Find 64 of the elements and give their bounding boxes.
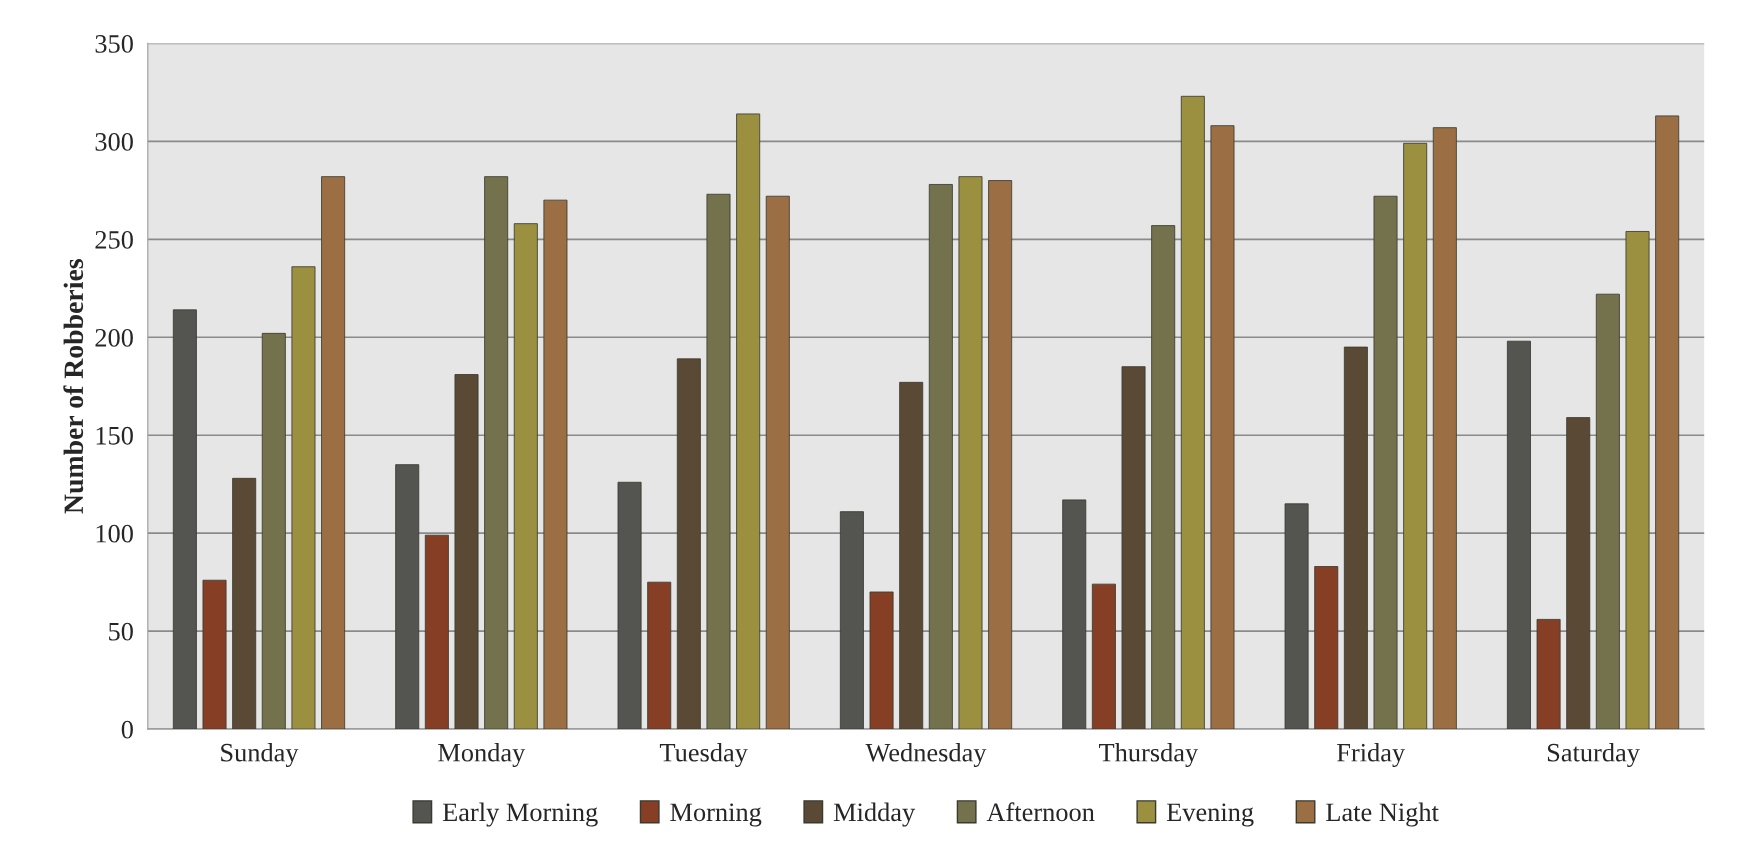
- legend-label: Morning: [670, 803, 762, 827]
- bar: [172, 309, 197, 730]
- y-tick-label: 200: [95, 328, 133, 347]
- bar: [1151, 225, 1176, 730]
- x-tick-label: Sunday: [221, 743, 299, 768]
- x-tick-label: Friday: [1337, 743, 1406, 768]
- bar: [1373, 195, 1398, 730]
- bar: [928, 184, 953, 730]
- x-tick-label: Wednesday: [865, 743, 987, 768]
- legend-label: Afternoon: [986, 802, 1095, 822]
- bar: [543, 199, 568, 730]
- bar: [1121, 366, 1146, 730]
- bar: [676, 358, 701, 730]
- bar: [1595, 293, 1620, 730]
- bar: [321, 176, 346, 730]
- y-tick-label: 300: [95, 132, 133, 151]
- bar: [1210, 125, 1235, 730]
- bar: [736, 113, 761, 730]
- bar: [484, 176, 509, 730]
- bar: [1536, 618, 1561, 730]
- bar: [647, 581, 672, 730]
- y-tick-label: 150: [96, 426, 133, 445]
- legend-label: Early Morning: [442, 802, 598, 827]
- bar: [1403, 142, 1428, 730]
- x-tick-label: Thursday: [1099, 743, 1199, 768]
- bar: [513, 223, 538, 730]
- bar: [899, 381, 924, 730]
- bar: [1655, 115, 1680, 730]
- bar: [988, 180, 1013, 730]
- x-tick-label: Saturday: [1547, 743, 1640, 768]
- y-tick-label: 100: [96, 524, 133, 543]
- y-tick-label: 350: [95, 35, 133, 53]
- bar: [1314, 566, 1339, 730]
- bar: [202, 579, 227, 730]
- y-tick-label: 250: [95, 230, 133, 249]
- bar: [1343, 346, 1368, 730]
- bar: [869, 591, 894, 730]
- bar: [1284, 503, 1309, 730]
- bar: [1091, 583, 1116, 730]
- bar: [706, 193, 731, 730]
- y-tick-label: 50: [109, 622, 133, 641]
- bar: [1625, 231, 1650, 730]
- x-tick-label: Monday: [438, 743, 526, 768]
- y-axis-title: Number of Robberies: [63, 259, 84, 514]
- bar: [424, 534, 449, 730]
- bar: [232, 477, 257, 730]
- bar: [617, 481, 642, 730]
- bar: [839, 511, 864, 730]
- bar: [1062, 499, 1087, 730]
- bar: [1432, 127, 1457, 730]
- bar: [1506, 340, 1531, 730]
- bar: [291, 266, 316, 730]
- legend-label: Evening: [1166, 803, 1254, 827]
- bar: [1180, 95, 1205, 730]
- legend-label: Late Night: [1326, 802, 1439, 827]
- y-tick-label: 0: [121, 720, 133, 739]
- bar: [395, 464, 420, 730]
- bar: [454, 374, 479, 730]
- bar: [261, 332, 286, 730]
- bar: [1566, 417, 1591, 730]
- x-tick-label: Tuesday: [659, 743, 748, 768]
- bar: [765, 195, 790, 730]
- bar: [958, 176, 983, 730]
- legend-label: Midday: [833, 802, 916, 827]
